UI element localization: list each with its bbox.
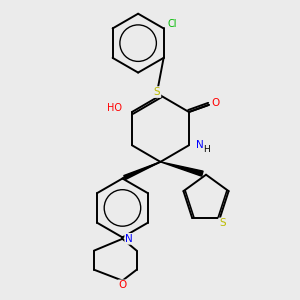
Text: O: O	[211, 98, 219, 107]
Text: S: S	[219, 218, 226, 228]
Polygon shape	[124, 162, 160, 179]
Polygon shape	[160, 162, 203, 176]
Text: H: H	[204, 146, 210, 154]
Text: Cl: Cl	[167, 19, 177, 29]
Text: HO: HO	[106, 103, 122, 113]
Text: N: N	[125, 234, 133, 244]
Text: S: S	[154, 87, 160, 97]
Text: N: N	[196, 140, 203, 150]
Text: O: O	[118, 280, 127, 290]
